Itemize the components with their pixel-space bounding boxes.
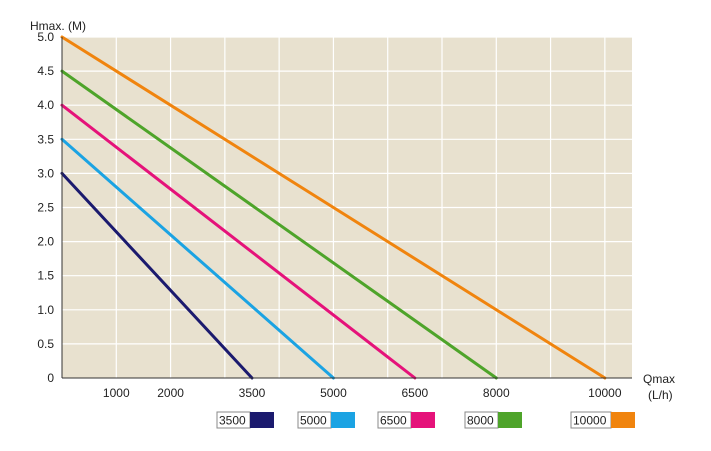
legend-swatch: [498, 412, 522, 428]
x-tick-label: 6500: [402, 386, 429, 400]
series-line-5000: [60, 137, 335, 380]
y-tick-label: 0.5: [37, 337, 54, 351]
x-tick-label: 5000: [320, 386, 347, 400]
legend-item-10000: 10000: [570, 411, 635, 429]
series-lines: [60, 35, 607, 380]
x-tick-labels: 1000 2000 3500 5000 6500 8000 10000: [103, 386, 622, 400]
x-tick-label: 2000: [157, 386, 184, 400]
y-tick-label: 5.0: [37, 30, 54, 44]
legend-label: 10000: [573, 414, 607, 428]
x-axis-title-line1: Qmax: [643, 372, 675, 386]
legend: 3500 5000 6500 8000 10000: [216, 411, 635, 429]
series-line-8000: [60, 69, 498, 380]
legend-label: 5000: [300, 414, 327, 428]
x-tick-label: 1000: [103, 386, 130, 400]
grid: [62, 36, 632, 378]
legend-label: 8000: [467, 414, 494, 428]
y-tick-label: 3.0: [37, 166, 54, 180]
x-axis-title-line2: (L/h): [648, 388, 673, 402]
y-tick-label: 3.5: [37, 132, 54, 146]
y-axis-title: Hmax. (M): [30, 19, 86, 33]
legend-item-3500: 3500: [216, 411, 274, 429]
y-tick-label: 1.0: [37, 303, 54, 317]
series-line-6500: [60, 103, 417, 380]
series-line-10000: [60, 35, 607, 380]
x-tick-label: 3500: [239, 386, 266, 400]
series-line-3500: [60, 171, 254, 380]
legend-item-6500: 6500: [377, 411, 435, 429]
legend-swatch: [331, 412, 355, 428]
y-tick-label: 4.0: [37, 98, 54, 112]
x-tick-label: 8000: [483, 386, 510, 400]
y-tick-label: 1.5: [37, 269, 54, 283]
legend-item-5000: 5000: [297, 411, 355, 429]
x-tick-label: 10000: [588, 386, 622, 400]
legend-label: 3500: [219, 414, 246, 428]
y-tick-label: 0: [47, 371, 54, 385]
y-tick-label: 2.5: [37, 201, 54, 215]
legend-item-8000: 8000: [464, 411, 522, 429]
legend-swatch: [250, 412, 274, 428]
y-tick-labels: 0 0.5 1.0 1.5 2.0 2.5 3.0 3.5 4.0 4.5 5.0: [37, 30, 54, 385]
y-tick-label: 4.5: [37, 64, 54, 78]
legend-swatch: [411, 412, 435, 428]
legend-swatch: [611, 412, 635, 428]
y-tick-label: 2.0: [37, 235, 54, 249]
legend-label: 6500: [380, 414, 407, 428]
